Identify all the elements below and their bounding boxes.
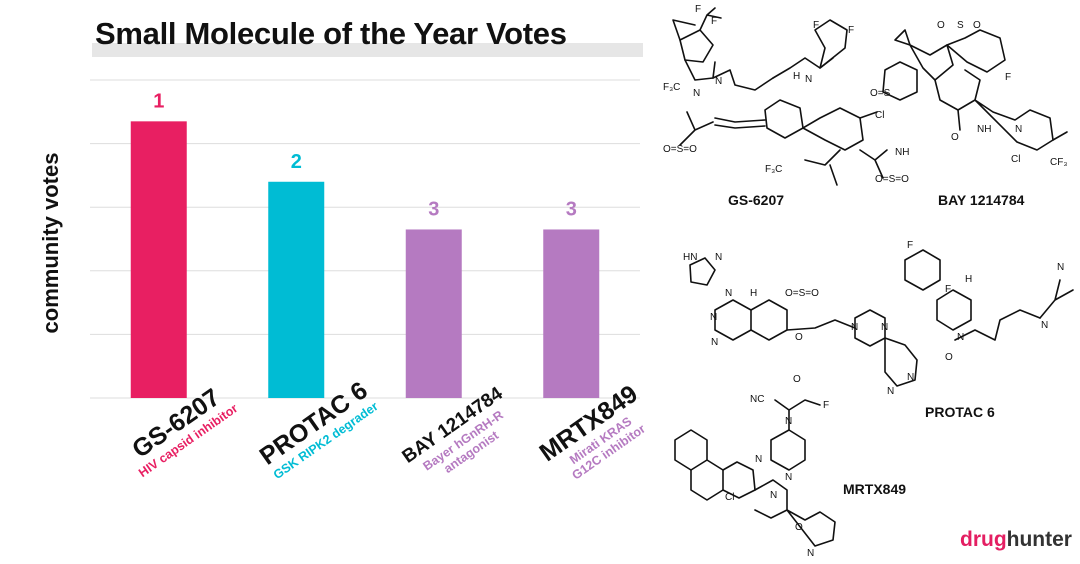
structure-label-mrtx849: MRTX849 — [843, 481, 907, 497]
brand-part1: drug — [960, 528, 1007, 551]
bars — [130, 121, 600, 398]
svg-text:F: F — [848, 25, 854, 36]
svg-text:N: N — [755, 454, 762, 465]
structure-label-bay-1214784: BAY 1214784 — [938, 192, 1025, 208]
svg-text:NH: NH — [977, 124, 991, 135]
svg-text:O=S=O: O=S=O — [663, 144, 697, 155]
svg-text:N: N — [715, 76, 722, 87]
svg-text:O: O — [973, 20, 981, 31]
svg-text:N: N — [807, 548, 814, 559]
svg-text:N: N — [1015, 124, 1022, 135]
rank-labels: 1 2 3 3 — [153, 90, 577, 220]
svg-text:S: S — [957, 20, 964, 31]
drughunter-logo: drughunter — [960, 528, 1072, 552]
svg-text:N: N — [693, 88, 700, 99]
svg-text:O=S=O: O=S=O — [875, 174, 909, 185]
bar — [405, 229, 462, 398]
brand-part2: hunter — [1006, 528, 1072, 551]
svg-text:F: F — [907, 240, 913, 251]
svg-text:F: F — [823, 400, 829, 411]
bar — [543, 229, 600, 398]
structure-protac-6 — [689, 249, 1074, 387]
rank-label: 3 — [566, 198, 577, 220]
svg-text:O: O — [951, 132, 959, 143]
svg-text:F₃C: F₃C — [765, 164, 782, 175]
svg-text:CF₃: CF₃ — [1050, 157, 1067, 168]
svg-text:NH: NH — [895, 147, 909, 158]
bar — [268, 181, 325, 398]
svg-text:N: N — [725, 288, 732, 299]
svg-text:Cl: Cl — [725, 492, 734, 503]
rank-label: 3 — [428, 198, 439, 220]
svg-text:F₃C: F₃C — [663, 82, 680, 93]
structure-label-gs-6207: GS-6207 — [728, 192, 785, 208]
svg-text:N: N — [715, 252, 722, 263]
rank-label: 1 — [153, 90, 164, 112]
svg-text:N: N — [957, 332, 964, 343]
svg-text:N: N — [711, 337, 718, 348]
svg-text:F: F — [813, 20, 819, 31]
svg-text:N: N — [785, 472, 792, 483]
svg-text:F: F — [1005, 72, 1011, 83]
svg-text:N: N — [785, 416, 792, 427]
svg-text:N: N — [851, 322, 858, 333]
structure-label-protac-6: PROTAC 6 — [925, 404, 995, 420]
svg-text:O=S: O=S — [870, 88, 891, 99]
svg-text:F: F — [945, 284, 951, 295]
svg-text:N: N — [1057, 262, 1064, 273]
chart-title: Small Molecule of the Year Votes — [95, 16, 567, 51]
structure-mrtx849 — [674, 399, 836, 547]
rank-label: 2 — [291, 151, 302, 173]
svg-text:N: N — [1041, 320, 1048, 331]
svg-text:O: O — [937, 20, 945, 31]
svg-text:N: N — [881, 322, 888, 333]
svg-text:N: N — [805, 74, 812, 85]
structure-bay-1214784 — [882, 29, 1068, 151]
svg-text:F: F — [695, 4, 701, 15]
svg-text:O: O — [945, 352, 953, 363]
svg-text:N: N — [710, 312, 717, 323]
title-highlight — [92, 43, 643, 57]
svg-text:F: F — [711, 16, 717, 27]
svg-text:N: N — [907, 372, 914, 383]
svg-text:H: H — [965, 274, 972, 285]
svg-text:N: N — [887, 386, 894, 397]
svg-text:O: O — [795, 332, 803, 343]
structure-gs-6207 — [672, 7, 888, 186]
svg-text:N: N — [770, 490, 777, 501]
svg-text:HN: HN — [683, 252, 697, 263]
y-axis-label: community votes — [38, 153, 63, 334]
svg-text:O=S=O: O=S=O — [785, 288, 819, 299]
svg-text:NC: NC — [750, 394, 764, 405]
svg-text:Cl: Cl — [875, 110, 884, 121]
bar — [130, 121, 187, 398]
svg-text:O: O — [795, 522, 803, 533]
svg-text:Cl: Cl — [1011, 154, 1020, 165]
svg-text:O: O — [793, 374, 801, 385]
svg-text:H: H — [750, 288, 757, 299]
svg-text:H: H — [793, 71, 800, 82]
